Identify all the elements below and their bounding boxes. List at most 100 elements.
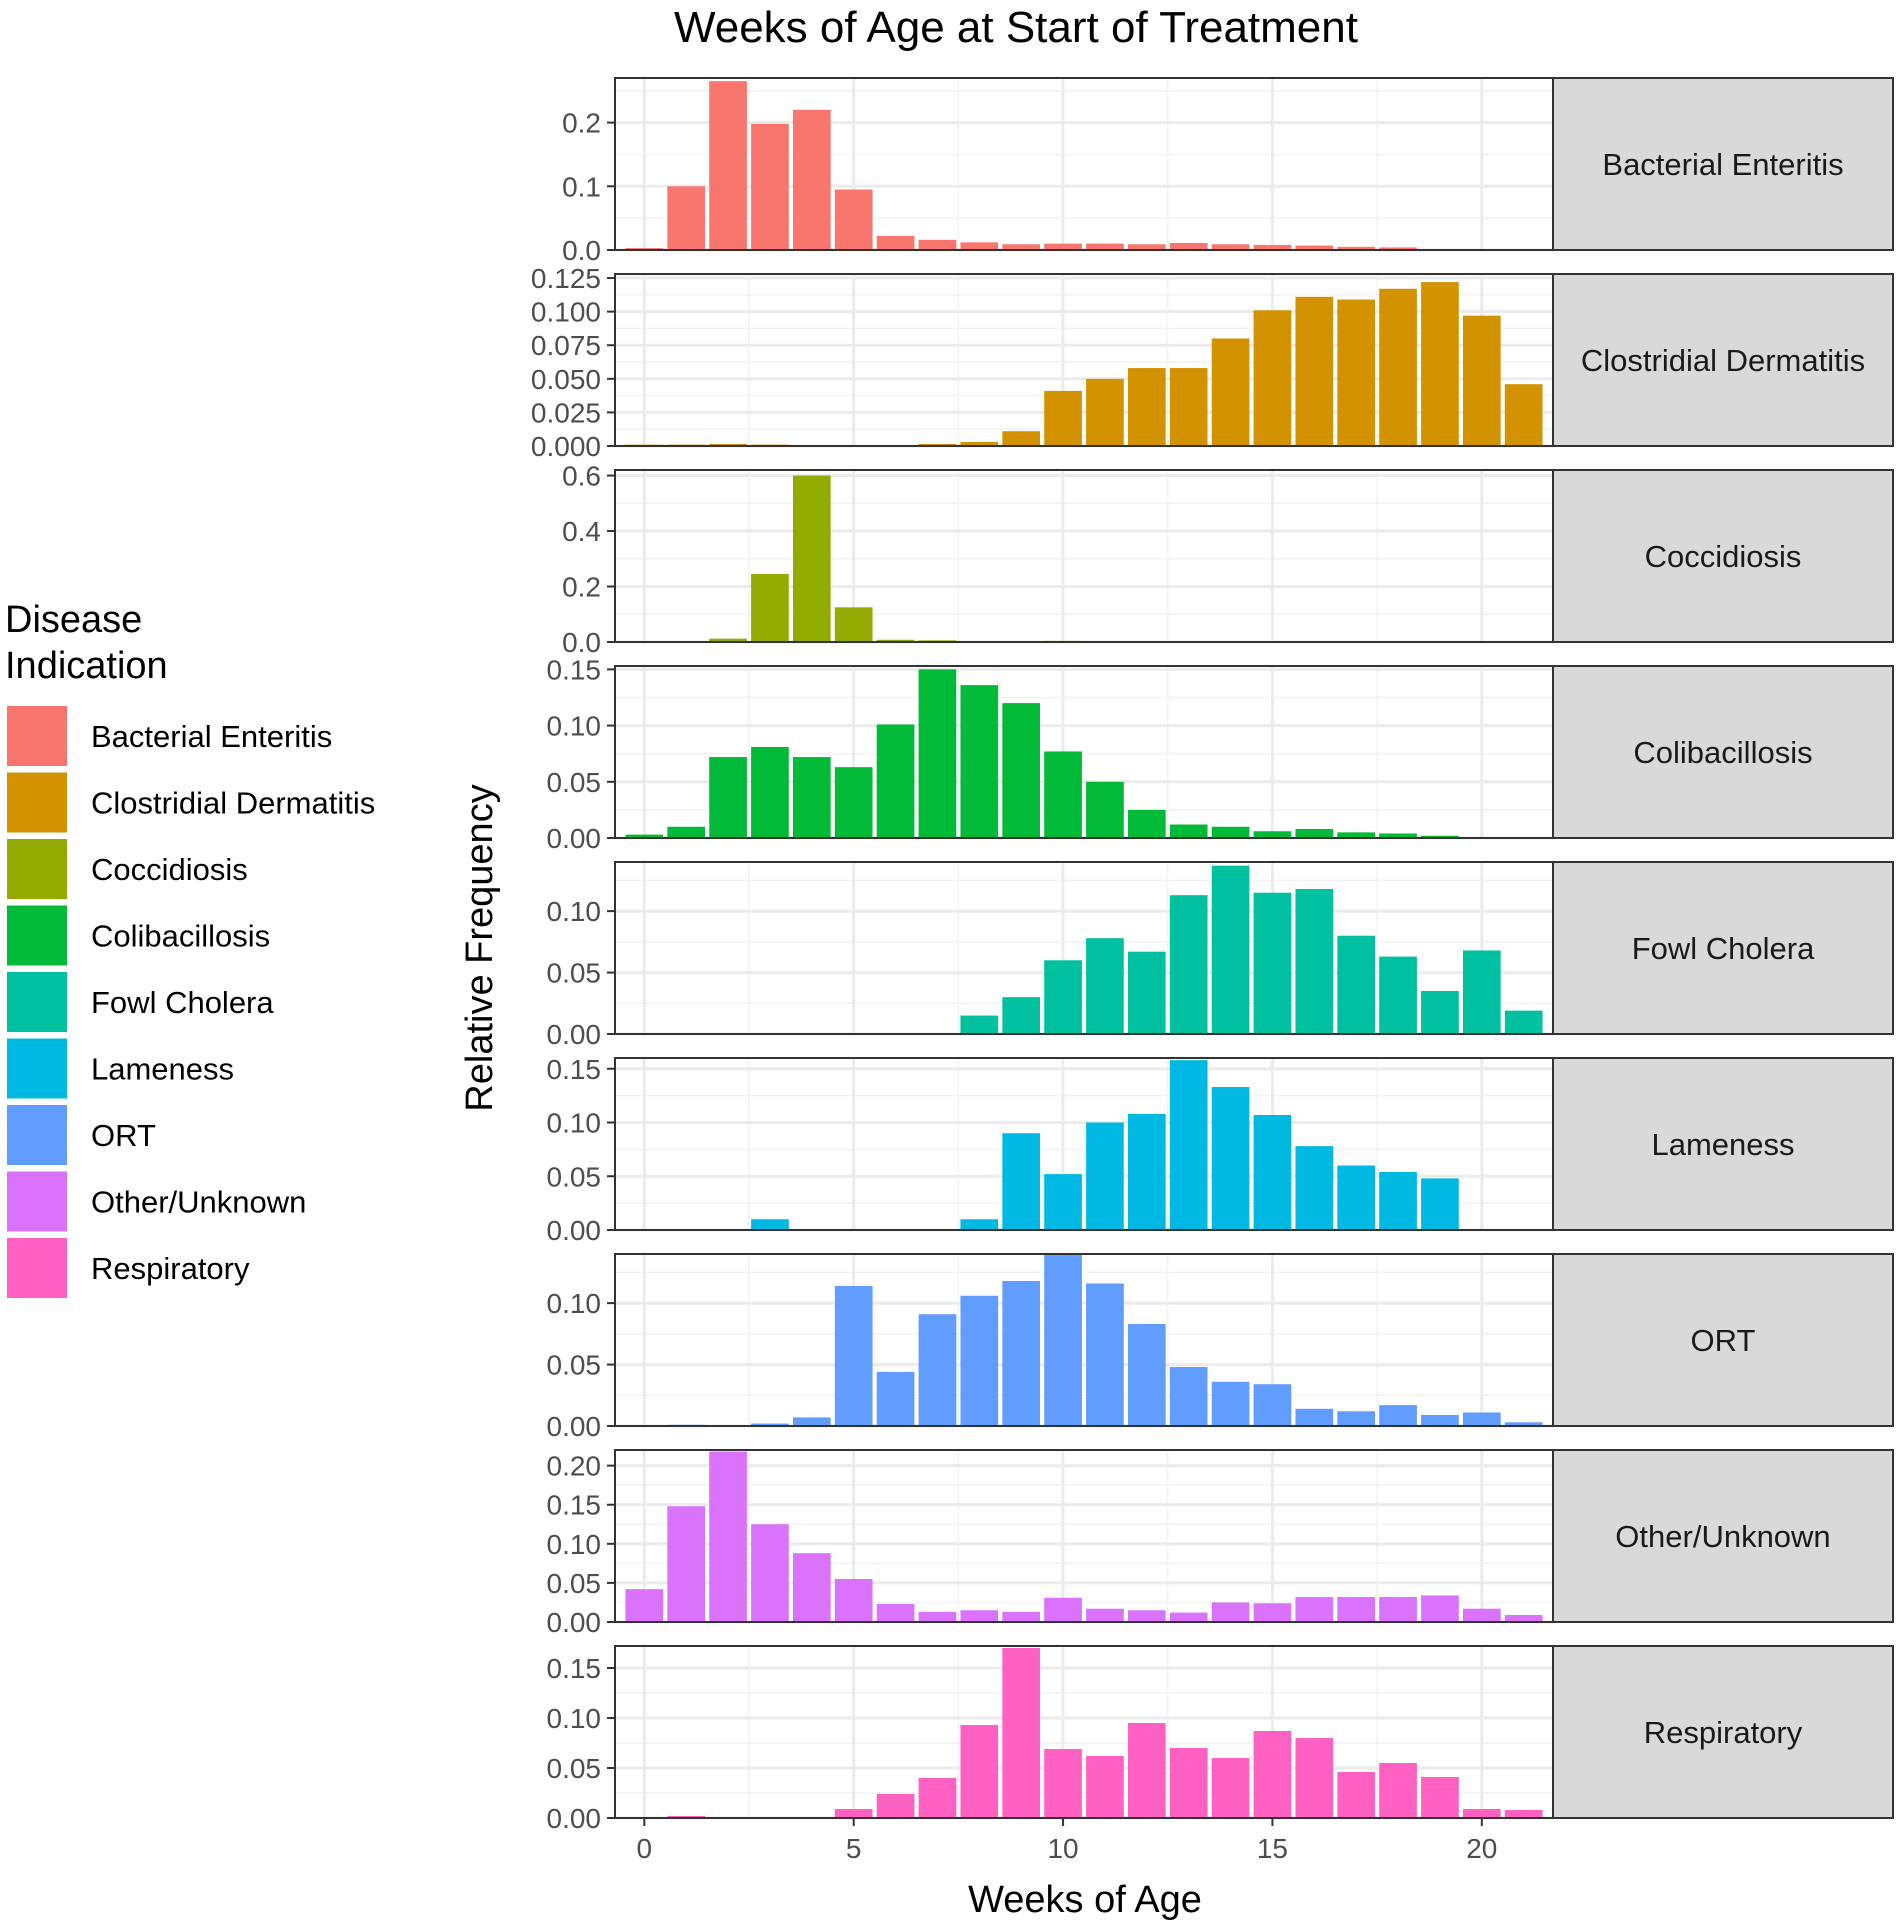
y-tick-label: 0.05 <box>547 1350 602 1381</box>
legend-swatch <box>7 1038 67 1099</box>
bar <box>1086 243 1124 250</box>
bar <box>1127 1324 1166 1426</box>
bar <box>1504 384 1543 446</box>
bar <box>834 767 873 838</box>
panel-background <box>615 1254 1553 1426</box>
bar <box>1337 1772 1376 1818</box>
bar <box>918 443 957 446</box>
legend-swatch <box>7 972 67 1032</box>
facet-strip <box>1552 273 1894 447</box>
bar <box>1421 1178 1459 1230</box>
bar <box>751 1423 789 1426</box>
facet-strip <box>1552 469 1894 643</box>
bar <box>960 685 999 838</box>
legend-swatch <box>7 772 67 833</box>
bar <box>1002 1648 1041 1818</box>
legend-title-line-2: Indication <box>5 645 168 687</box>
bar <box>1086 378 1124 446</box>
bar <box>1211 244 1250 250</box>
bar <box>918 1611 957 1622</box>
bar <box>876 235 915 250</box>
bar <box>792 109 831 250</box>
bar <box>751 1524 789 1622</box>
y-tick-label: 0.00 <box>547 1803 602 1834</box>
facet-strip-label: ORT <box>1691 1323 1756 1358</box>
bar <box>1462 1608 1501 1622</box>
y-tick-label: 0.15 <box>547 1054 602 1085</box>
bar <box>1295 829 1334 838</box>
bar <box>1295 1146 1334 1230</box>
bar <box>918 1778 957 1818</box>
facet-strip-label: Respiratory <box>1644 1715 1803 1750</box>
bar <box>1211 1087 1250 1230</box>
bar <box>709 443 747 446</box>
legend-title-line-1: Disease <box>5 599 142 641</box>
legend-entry-label: Bacterial Enteritis <box>91 719 332 754</box>
bar <box>1211 1758 1250 1818</box>
legend-entry-label: ORT <box>91 1118 156 1153</box>
y-tick-label: 0.00 <box>547 823 602 854</box>
bar <box>1044 1254 1082 1426</box>
bar <box>918 669 957 838</box>
facet-strip-label: Colibacillosis <box>1633 735 1812 770</box>
bar <box>876 724 915 838</box>
y-tick-label: 0.15 <box>547 1490 602 1521</box>
bar <box>751 1219 789 1230</box>
y-tick-label: 0.20 <box>547 1451 602 1482</box>
bar <box>1421 1777 1459 1818</box>
facet-strip <box>1552 1057 1894 1231</box>
bar <box>960 1219 999 1230</box>
bar <box>1002 244 1041 250</box>
bar <box>1462 1412 1501 1426</box>
bar <box>667 186 706 250</box>
bar <box>1211 826 1250 838</box>
bar <box>876 639 915 642</box>
y-tick-label: 0.05 <box>547 767 602 798</box>
y-tick-label: 0.10 <box>547 1529 602 1560</box>
y-tick-label: 0.10 <box>547 1288 602 1319</box>
y-tick-label: 0.025 <box>531 397 601 428</box>
y-tick-label: 0.075 <box>531 330 601 361</box>
bar <box>876 1371 915 1426</box>
bar <box>1169 824 1208 838</box>
y-tick-label: 0.1 <box>562 171 601 202</box>
bar <box>1211 1381 1250 1426</box>
facet-panel-0: 0.0 0.1 0.2 Bacterial Enteritis <box>562 77 1894 266</box>
bar <box>1002 431 1041 446</box>
bar <box>1127 244 1166 250</box>
bar <box>1253 1114 1292 1230</box>
bar <box>1504 1010 1543 1034</box>
bar <box>834 189 873 250</box>
bar <box>1504 1614 1543 1622</box>
bar <box>918 1314 957 1426</box>
bar <box>667 826 706 838</box>
legend-swatch <box>7 839 67 899</box>
bar <box>1127 368 1166 446</box>
bar <box>1169 1367 1208 1426</box>
bar <box>1295 245 1334 250</box>
y-tick-label: 0.05 <box>547 1753 602 1784</box>
bar <box>667 1506 706 1622</box>
y-tick-label: 0.2 <box>562 108 601 139</box>
facet-panel-3: 0.00 0.05 0.10 0.15 Colibacillosis <box>547 654 1894 854</box>
bar <box>1379 247 1417 250</box>
bar <box>1421 282 1459 446</box>
bar <box>1211 1602 1250 1622</box>
bar <box>709 638 747 642</box>
bar <box>1337 935 1376 1034</box>
bar <box>1169 1060 1208 1230</box>
bar <box>1421 835 1459 838</box>
facet-panel-7: 0.00 0.05 0.10 0.15 0.20 Other/Unknown <box>547 1449 1894 1638</box>
bar <box>1002 703 1041 838</box>
facet-panel-8: 0.00 0.05 0.10 0.15 Respiratory <box>547 1645 1894 1834</box>
y-tick-label: 0.15 <box>547 654 602 685</box>
facet-strip-label: Lameness <box>1651 1127 1794 1162</box>
bar <box>1086 938 1124 1034</box>
bar <box>1462 315 1501 446</box>
legend-swatch <box>7 1105 67 1165</box>
facet-strip <box>1552 77 1894 251</box>
y-tick-label: 0.05 <box>547 1161 602 1192</box>
legend-entry-label: Respiratory <box>91 1251 250 1286</box>
bar <box>1211 338 1250 446</box>
bar <box>1169 242 1208 250</box>
